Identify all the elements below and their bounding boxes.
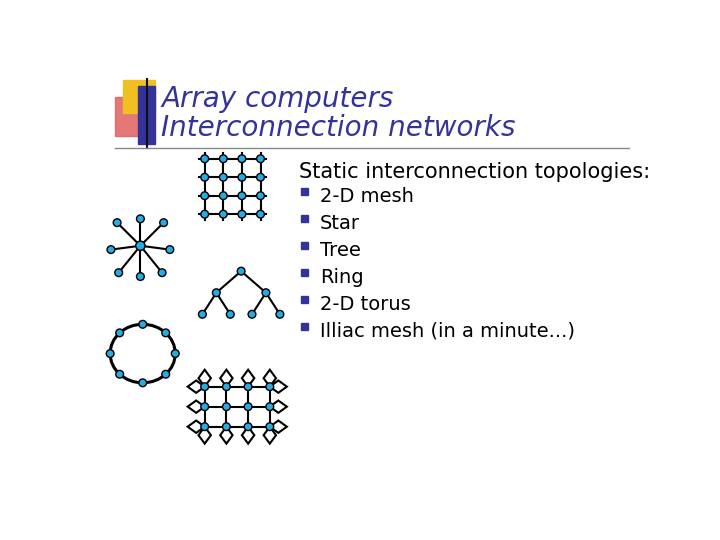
- Polygon shape: [220, 427, 233, 444]
- Polygon shape: [264, 427, 276, 444]
- Circle shape: [244, 423, 252, 430]
- Polygon shape: [188, 421, 204, 433]
- Polygon shape: [270, 421, 287, 433]
- Text: Ring: Ring: [320, 268, 364, 287]
- Circle shape: [137, 215, 144, 222]
- Text: Interconnection networks: Interconnection networks: [161, 114, 516, 142]
- Text: Array computers: Array computers: [161, 85, 394, 113]
- Text: 2-D mesh: 2-D mesh: [320, 187, 414, 206]
- Polygon shape: [264, 370, 276, 387]
- Polygon shape: [242, 427, 254, 444]
- Circle shape: [222, 403, 230, 410]
- Circle shape: [256, 192, 264, 200]
- Circle shape: [171, 350, 179, 357]
- Text: 2-D torus: 2-D torus: [320, 295, 411, 314]
- Circle shape: [201, 155, 209, 163]
- Circle shape: [238, 210, 246, 218]
- Polygon shape: [220, 370, 233, 387]
- Circle shape: [107, 350, 114, 357]
- Polygon shape: [242, 370, 254, 387]
- Circle shape: [136, 241, 145, 251]
- Text: Illiac mesh (in a minute...): Illiac mesh (in a minute...): [320, 322, 575, 341]
- Circle shape: [212, 289, 220, 296]
- Circle shape: [114, 269, 122, 276]
- Circle shape: [160, 219, 168, 226]
- Bar: [138, 86, 155, 144]
- Circle shape: [162, 370, 170, 378]
- Polygon shape: [188, 401, 204, 413]
- Bar: [301, 296, 307, 303]
- Circle shape: [220, 173, 228, 181]
- Circle shape: [222, 423, 230, 430]
- Circle shape: [201, 192, 209, 200]
- Circle shape: [266, 403, 274, 410]
- Circle shape: [222, 383, 230, 390]
- Bar: [122, 80, 155, 112]
- Circle shape: [248, 310, 256, 318]
- Text: Star: Star: [320, 214, 360, 233]
- Circle shape: [158, 269, 166, 276]
- Circle shape: [238, 155, 246, 163]
- Circle shape: [262, 289, 270, 296]
- Text: Tree: Tree: [320, 241, 361, 260]
- Polygon shape: [199, 370, 211, 387]
- Circle shape: [276, 310, 284, 318]
- Polygon shape: [188, 381, 204, 393]
- Circle shape: [256, 155, 264, 163]
- Circle shape: [201, 383, 209, 390]
- Circle shape: [162, 329, 170, 337]
- Bar: [301, 188, 307, 195]
- Circle shape: [201, 173, 209, 181]
- Bar: [301, 269, 307, 276]
- Circle shape: [137, 273, 144, 280]
- Polygon shape: [270, 381, 287, 393]
- Circle shape: [256, 210, 264, 218]
- Circle shape: [266, 383, 274, 390]
- Circle shape: [201, 423, 209, 430]
- Bar: [301, 242, 307, 249]
- Circle shape: [238, 192, 246, 200]
- Circle shape: [220, 210, 228, 218]
- Circle shape: [244, 403, 252, 410]
- Circle shape: [220, 192, 228, 200]
- Circle shape: [238, 173, 246, 181]
- Circle shape: [116, 370, 124, 378]
- Circle shape: [226, 310, 234, 318]
- Polygon shape: [199, 427, 211, 444]
- Circle shape: [166, 246, 174, 253]
- Circle shape: [220, 155, 228, 163]
- Circle shape: [113, 219, 121, 226]
- Polygon shape: [270, 401, 287, 413]
- Text: Static interconnection topologies:: Static interconnection topologies:: [300, 162, 650, 182]
- Circle shape: [139, 320, 147, 328]
- Circle shape: [107, 246, 114, 253]
- Circle shape: [139, 379, 147, 387]
- Circle shape: [244, 383, 252, 390]
- Bar: [114, 97, 142, 136]
- Bar: [301, 215, 307, 222]
- Circle shape: [256, 173, 264, 181]
- Bar: [301, 323, 307, 330]
- Circle shape: [199, 310, 206, 318]
- Circle shape: [201, 403, 209, 410]
- Circle shape: [116, 329, 124, 337]
- Circle shape: [238, 267, 245, 275]
- Circle shape: [201, 210, 209, 218]
- Circle shape: [266, 423, 274, 430]
